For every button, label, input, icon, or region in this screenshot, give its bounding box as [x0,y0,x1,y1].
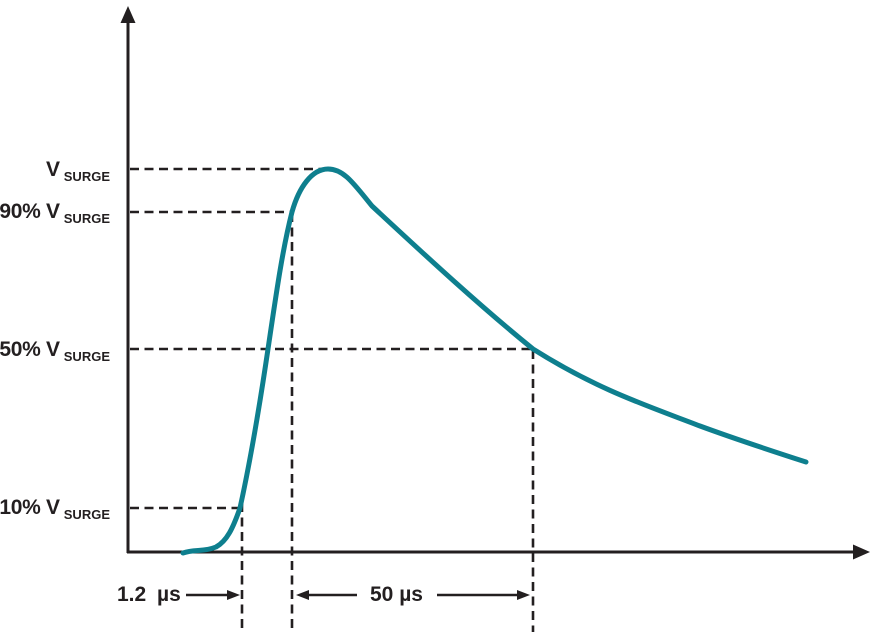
y-label-10pct-vsurge: 10% V SURGE [0,494,110,524]
y-axis-arrow-icon [120,6,136,23]
y-label-90pct-vsurge: 90% V SURGE [0,198,110,228]
y-label-50pct-sub: SURGE [63,349,110,364]
dimension-arrowhead-icon-2 [517,590,530,600]
y-label-90pct-sub: SURGE [63,211,110,226]
x-axis-arrow-icon [853,544,870,560]
y-label-90pct-main: 90% V [0,200,60,223]
y-label-vsurge-sub: SURGE [63,169,110,184]
y-label-10pct-sub: SURGE [63,507,110,522]
dimension-arrowhead-icon-0 [227,590,240,600]
dimension-arrowhead-icon-1 [296,590,309,600]
surge-voltage-curve [180,166,809,556]
y-label-50pct-vsurge: 50% V SURGE [0,336,110,366]
y-label-vsurge-main: V [46,158,60,181]
time-label-rise-1-2us: 1.2 µs [117,583,181,606]
y-label-50pct-main: 50% V [0,338,60,361]
y-label-vsurge: V SURGE [46,156,110,186]
time-label-decay-50us: 50 µs [370,583,423,606]
y-label-10pct-main: 10% V [0,496,60,519]
